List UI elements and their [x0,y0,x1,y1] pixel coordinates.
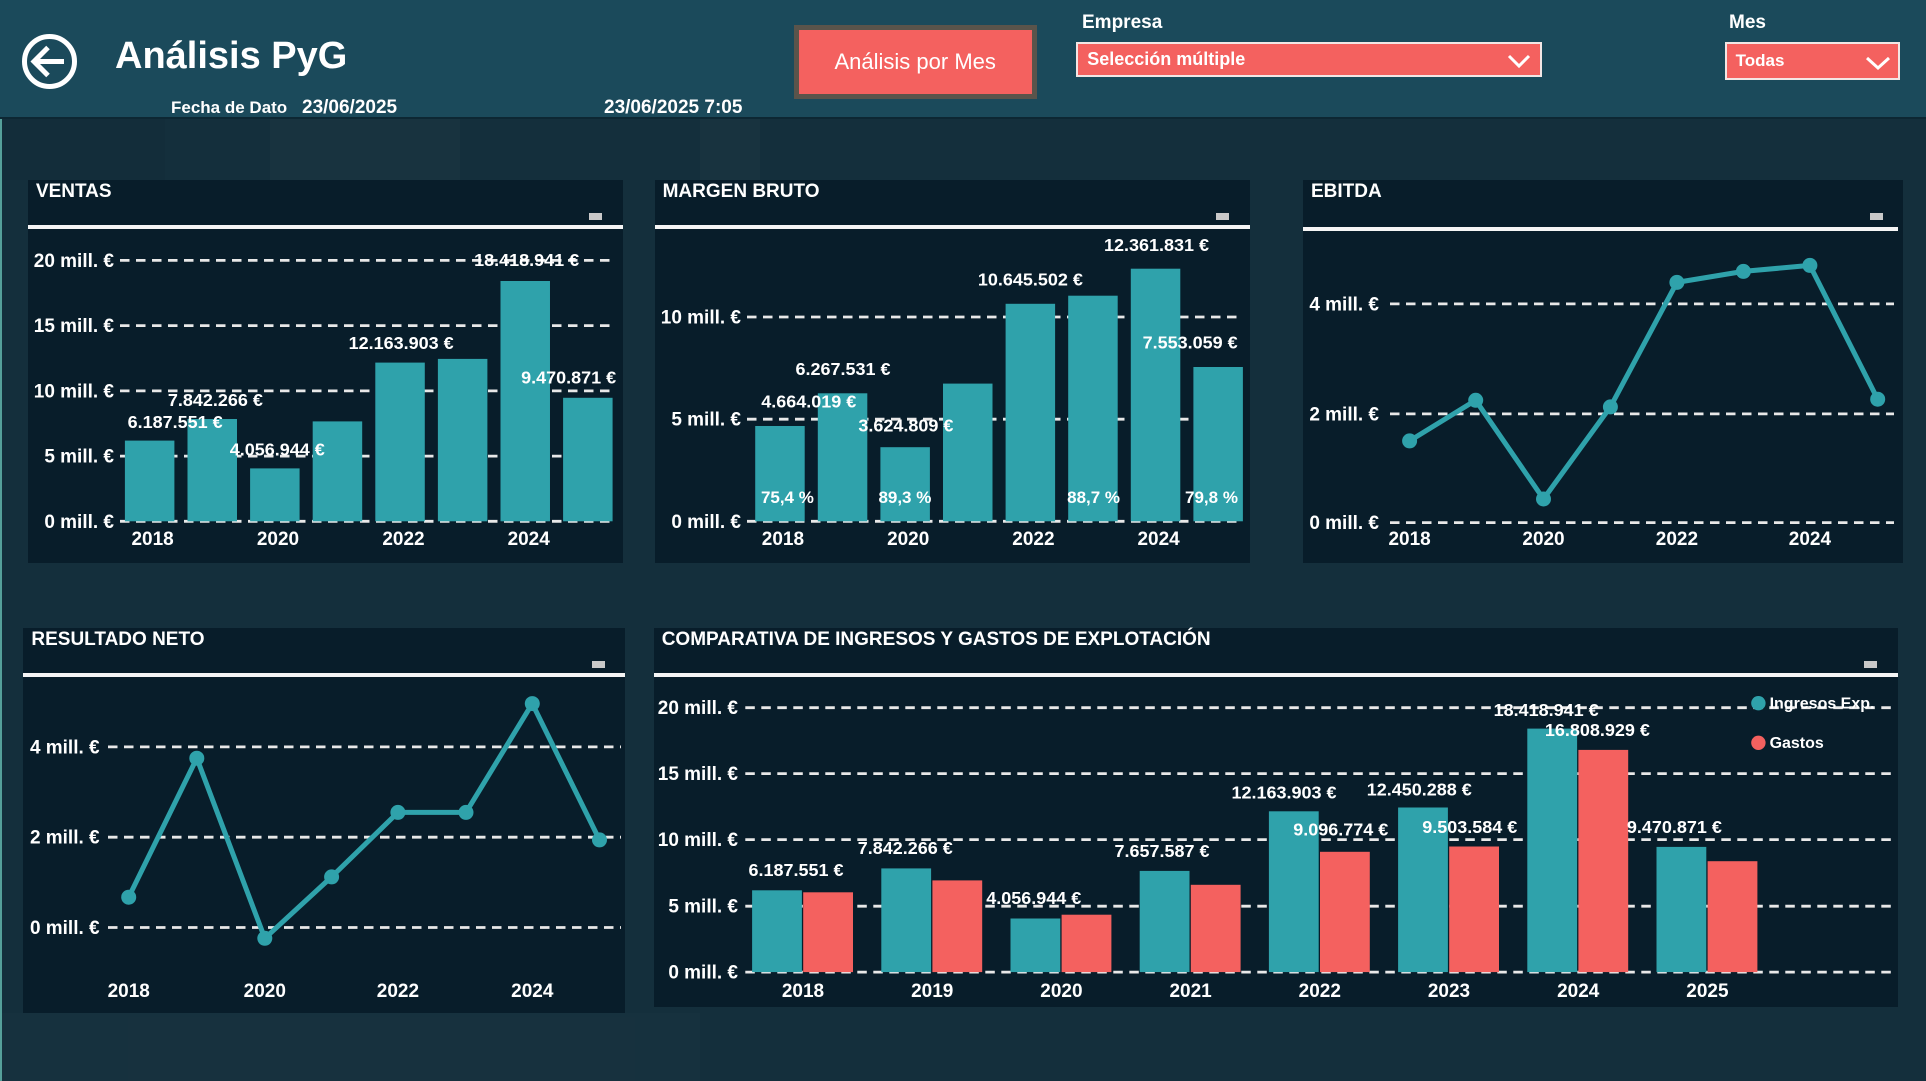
svg-text:2020: 2020 [257,529,299,550]
svg-text:18.418.941 €: 18.418.941 € [1493,700,1598,720]
svg-text:2018: 2018 [131,529,173,550]
svg-text:0 mill. €: 0 mill. € [671,512,741,533]
svg-text:2020: 2020 [887,529,929,550]
svg-text:Gastos: Gastos [1769,735,1823,752]
svg-text:2022: 2022 [377,981,419,1002]
svg-text:89,3 %: 89,3 % [878,488,931,507]
svg-text:2022: 2022 [1298,981,1340,1002]
svg-text:9.470.871 €: 9.470.871 € [521,368,616,388]
svg-text:10 mill. €: 10 mill. € [660,307,741,328]
svg-text:2019: 2019 [911,981,953,1002]
svg-text:12.450.288 €: 12.450.288 € [1366,779,1471,799]
svg-text:6.187.551 €: 6.187.551 € [127,412,222,432]
svg-text:2022: 2022 [382,529,424,550]
svg-text:2 mill. €: 2 mill. € [30,828,100,849]
svg-text:2018: 2018 [1388,529,1430,550]
svg-text:0 mill. €: 0 mill. € [30,918,100,939]
svg-text:7.842.266 €: 7.842.266 € [857,838,952,858]
svg-text:4.056.944 €: 4.056.944 € [230,439,325,459]
svg-text:5 mill. €: 5 mill. € [668,897,738,918]
svg-text:10 mill. €: 10 mill. € [657,830,738,851]
svg-text:0 mill. €: 0 mill. € [668,963,738,984]
svg-text:2024: 2024 [1137,529,1180,550]
svg-text:4.664.019 €: 4.664.019 € [761,391,856,411]
svg-text:75,4 %: 75,4 % [761,488,814,507]
svg-text:10.645.502 €: 10.645.502 € [977,270,1082,290]
svg-text:2020: 2020 [1522,529,1564,550]
svg-text:12.163.903 €: 12.163.903 € [349,333,454,353]
svg-text:15 mill. €: 15 mill. € [657,764,738,785]
svg-text:2 mill. €: 2 mill. € [1309,404,1379,425]
svg-text:2025: 2025 [1686,981,1729,1002]
svg-text:4.056.944 €: 4.056.944 € [986,888,1081,908]
svg-text:2022: 2022 [1012,529,1054,550]
svg-text:18.418.941 €: 18.418.941 € [474,250,579,270]
svg-text:2022: 2022 [1656,529,1698,550]
svg-text:2024: 2024 [512,981,555,1002]
svg-text:15 mill. €: 15 mill. € [34,316,115,337]
svg-text:0 mill. €: 0 mill. € [44,512,114,533]
svg-text:2018: 2018 [782,981,824,1002]
svg-text:2024: 2024 [1557,981,1600,1002]
svg-text:2020: 2020 [244,981,286,1002]
svg-text:6.267.531 €: 6.267.531 € [795,359,890,379]
svg-text:2023: 2023 [1428,981,1470,1002]
svg-text:2024: 2024 [507,529,550,550]
svg-text:5 mill. €: 5 mill. € [671,410,741,431]
svg-text:2018: 2018 [761,529,803,550]
svg-text:5 mill. €: 5 mill. € [44,447,114,468]
svg-text:7.553.059 €: 7.553.059 € [1142,333,1237,353]
svg-text:2024: 2024 [1789,529,1832,550]
svg-text:10 mill. €: 10 mill. € [34,381,115,402]
svg-text:0 mill. €: 0 mill. € [1309,513,1379,534]
svg-text:20 mill. €: 20 mill. € [34,251,115,272]
svg-text:9.470.871 €: 9.470.871 € [1627,817,1722,837]
svg-text:3.624.809 €: 3.624.809 € [858,415,953,435]
svg-text:16.808.929 €: 16.808.929 € [1545,720,1650,740]
svg-text:9.096.774 €: 9.096.774 € [1293,820,1388,840]
svg-text:12.361.831 €: 12.361.831 € [1104,235,1209,255]
svg-text:88,7 %: 88,7 % [1067,488,1120,507]
svg-text:9.503.584 €: 9.503.584 € [1422,817,1517,837]
svg-text:7.842.266 €: 7.842.266 € [168,390,263,410]
svg-text:2018: 2018 [108,981,150,1002]
svg-text:7.657.587 €: 7.657.587 € [1114,841,1209,861]
svg-text:2021: 2021 [1169,981,1212,1002]
svg-text:4 mill. €: 4 mill. € [30,737,100,758]
svg-text:2020: 2020 [1040,981,1082,1002]
svg-text:20 mill. €: 20 mill. € [657,698,738,719]
svg-text:Ingresos Exp.: Ingresos Exp. [1769,696,1874,713]
svg-text:4 mill. €: 4 mill. € [1309,294,1379,315]
svg-text:6.187.551 €: 6.187.551 € [748,860,843,880]
svg-text:79,8 %: 79,8 % [1185,488,1238,507]
svg-text:12.163.903 €: 12.163.903 € [1231,783,1336,803]
